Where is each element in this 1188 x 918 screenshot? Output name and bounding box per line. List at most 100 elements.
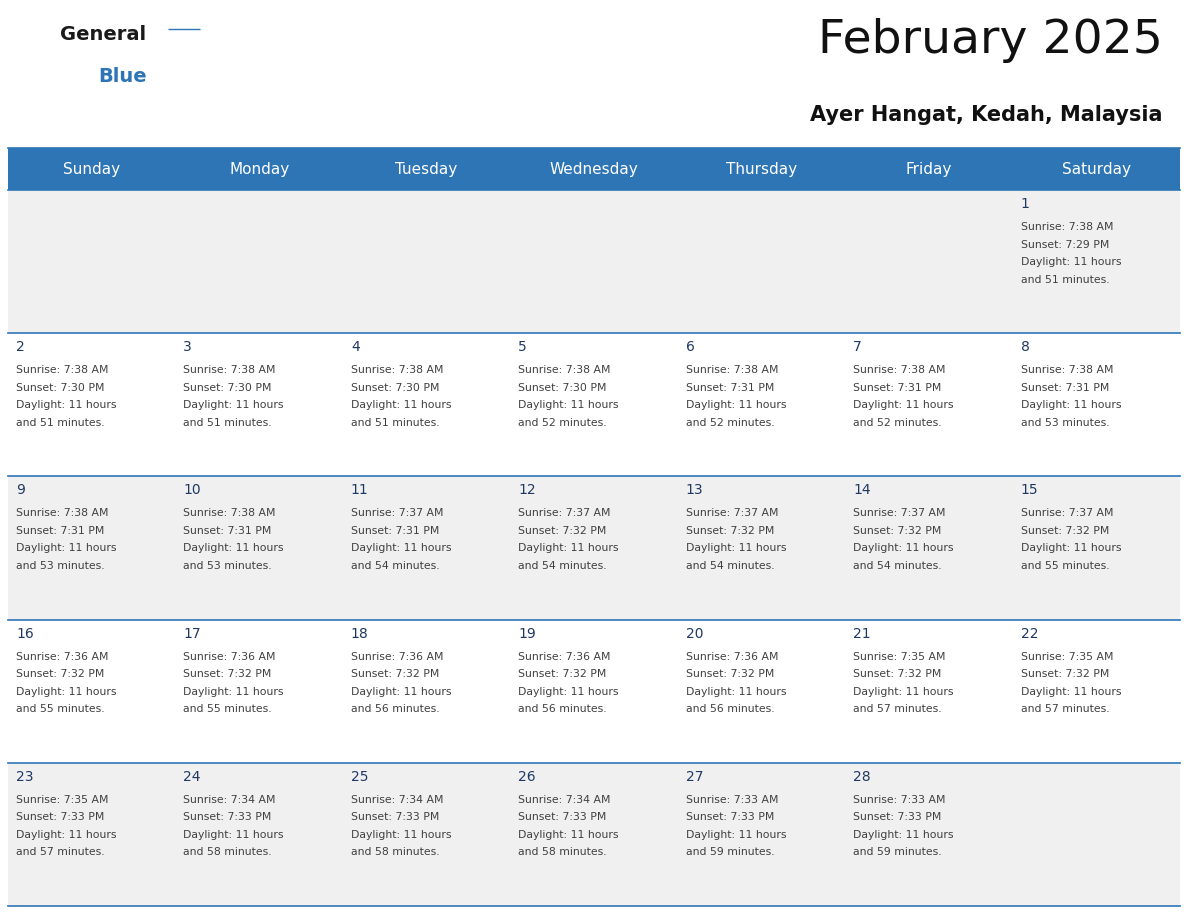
- Bar: [8, 190, 1180, 333]
- Text: Sunset: 7:33 PM: Sunset: 7:33 PM: [853, 812, 942, 823]
- Text: and 54 minutes.: and 54 minutes.: [685, 561, 775, 571]
- Text: Sunset: 7:33 PM: Sunset: 7:33 PM: [685, 812, 775, 823]
- Text: Sunset: 7:31 PM: Sunset: 7:31 PM: [350, 526, 440, 536]
- Text: Daylight: 11 hours: Daylight: 11 hours: [685, 543, 786, 554]
- Text: and 52 minutes.: and 52 minutes.: [853, 418, 942, 428]
- Text: and 54 minutes.: and 54 minutes.: [853, 561, 942, 571]
- Text: 13: 13: [685, 484, 703, 498]
- Text: Sunset: 7:32 PM: Sunset: 7:32 PM: [183, 669, 272, 679]
- Text: and 57 minutes.: and 57 minutes.: [853, 704, 942, 714]
- Text: Daylight: 11 hours: Daylight: 11 hours: [183, 687, 284, 697]
- Text: Sunset: 7:33 PM: Sunset: 7:33 PM: [183, 812, 272, 823]
- Text: Daylight: 11 hours: Daylight: 11 hours: [350, 543, 451, 554]
- Text: and 59 minutes.: and 59 minutes.: [685, 847, 775, 857]
- Text: and 53 minutes.: and 53 minutes.: [15, 561, 105, 571]
- Text: Daylight: 11 hours: Daylight: 11 hours: [685, 400, 786, 410]
- Text: 28: 28: [853, 770, 871, 784]
- Text: Daylight: 11 hours: Daylight: 11 hours: [183, 543, 284, 554]
- Text: Daylight: 11 hours: Daylight: 11 hours: [1020, 687, 1121, 697]
- Text: Sunset: 7:31 PM: Sunset: 7:31 PM: [685, 383, 775, 393]
- Text: Sunrise: 7:38 AM: Sunrise: 7:38 AM: [15, 509, 108, 519]
- Text: Daylight: 11 hours: Daylight: 11 hours: [350, 687, 451, 697]
- Text: 8: 8: [1020, 341, 1030, 354]
- Text: Sunrise: 7:38 AM: Sunrise: 7:38 AM: [685, 365, 778, 375]
- Text: Daylight: 11 hours: Daylight: 11 hours: [685, 830, 786, 840]
- Text: and 58 minutes.: and 58 minutes.: [518, 847, 607, 857]
- Text: Sunset: 7:31 PM: Sunset: 7:31 PM: [1020, 383, 1108, 393]
- Text: Sunrise: 7:34 AM: Sunrise: 7:34 AM: [518, 795, 611, 805]
- Text: Sunset: 7:31 PM: Sunset: 7:31 PM: [183, 526, 272, 536]
- Text: Daylight: 11 hours: Daylight: 11 hours: [350, 400, 451, 410]
- Bar: [8, 620, 1180, 763]
- Text: 6: 6: [685, 341, 695, 354]
- Text: and 56 minutes.: and 56 minutes.: [685, 704, 775, 714]
- Text: Friday: Friday: [905, 162, 952, 176]
- Text: Sunrise: 7:36 AM: Sunrise: 7:36 AM: [183, 652, 276, 662]
- Text: Sunset: 7:30 PM: Sunset: 7:30 PM: [15, 383, 105, 393]
- Text: Sunset: 7:32 PM: Sunset: 7:32 PM: [518, 669, 607, 679]
- Bar: [8, 763, 1180, 906]
- Text: and 57 minutes.: and 57 minutes.: [15, 847, 105, 857]
- Text: Sunrise: 7:36 AM: Sunrise: 7:36 AM: [685, 652, 778, 662]
- Text: and 58 minutes.: and 58 minutes.: [350, 847, 440, 857]
- Text: Sunrise: 7:38 AM: Sunrise: 7:38 AM: [853, 365, 946, 375]
- Text: and 55 minutes.: and 55 minutes.: [15, 704, 105, 714]
- Text: 10: 10: [183, 484, 201, 498]
- Text: 19: 19: [518, 627, 536, 641]
- Text: 4: 4: [350, 341, 360, 354]
- Text: Daylight: 11 hours: Daylight: 11 hours: [15, 400, 116, 410]
- Text: and 59 minutes.: and 59 minutes.: [853, 847, 942, 857]
- Text: Daylight: 11 hours: Daylight: 11 hours: [1020, 400, 1121, 410]
- Text: Sunrise: 7:38 AM: Sunrise: 7:38 AM: [518, 365, 611, 375]
- Text: Daylight: 11 hours: Daylight: 11 hours: [1020, 257, 1121, 267]
- Text: Sunrise: 7:37 AM: Sunrise: 7:37 AM: [853, 509, 946, 519]
- Text: 24: 24: [183, 770, 201, 784]
- Text: Sunrise: 7:33 AM: Sunrise: 7:33 AM: [685, 795, 778, 805]
- Text: Sunset: 7:31 PM: Sunset: 7:31 PM: [15, 526, 105, 536]
- Text: 15: 15: [1020, 484, 1038, 498]
- Text: 11: 11: [350, 484, 368, 498]
- Bar: [8, 333, 1180, 476]
- Text: Sunset: 7:33 PM: Sunset: 7:33 PM: [350, 812, 440, 823]
- Text: Sunrise: 7:35 AM: Sunrise: 7:35 AM: [853, 652, 946, 662]
- Text: Daylight: 11 hours: Daylight: 11 hours: [15, 543, 116, 554]
- Text: Blue: Blue: [97, 67, 146, 86]
- Text: Daylight: 11 hours: Daylight: 11 hours: [518, 543, 619, 554]
- Text: and 53 minutes.: and 53 minutes.: [1020, 418, 1110, 428]
- Text: Sunset: 7:30 PM: Sunset: 7:30 PM: [183, 383, 272, 393]
- Text: Sunrise: 7:36 AM: Sunrise: 7:36 AM: [15, 652, 108, 662]
- Text: Ayer Hangat, Kedah, Malaysia: Ayer Hangat, Kedah, Malaysia: [810, 105, 1163, 125]
- Text: February 2025: February 2025: [819, 18, 1163, 63]
- Text: Sunrise: 7:36 AM: Sunrise: 7:36 AM: [518, 652, 611, 662]
- Text: and 58 minutes.: and 58 minutes.: [183, 847, 272, 857]
- Text: Daylight: 11 hours: Daylight: 11 hours: [853, 830, 954, 840]
- Text: and 53 minutes.: and 53 minutes.: [183, 561, 272, 571]
- Text: and 55 minutes.: and 55 minutes.: [1020, 561, 1110, 571]
- Text: Daylight: 11 hours: Daylight: 11 hours: [853, 687, 954, 697]
- Text: Daylight: 11 hours: Daylight: 11 hours: [853, 400, 954, 410]
- Text: Sunset: 7:32 PM: Sunset: 7:32 PM: [518, 526, 607, 536]
- Text: Tuesday: Tuesday: [396, 162, 457, 176]
- Text: and 52 minutes.: and 52 minutes.: [518, 418, 607, 428]
- Text: Daylight: 11 hours: Daylight: 11 hours: [183, 830, 284, 840]
- Text: Wednesday: Wednesday: [550, 162, 638, 176]
- Text: Sunrise: 7:37 AM: Sunrise: 7:37 AM: [1020, 509, 1113, 519]
- Text: 3: 3: [183, 341, 192, 354]
- Text: and 54 minutes.: and 54 minutes.: [350, 561, 440, 571]
- Text: 23: 23: [15, 770, 33, 784]
- Text: 18: 18: [350, 627, 368, 641]
- Text: and 51 minutes.: and 51 minutes.: [183, 418, 272, 428]
- Text: 20: 20: [685, 627, 703, 641]
- Text: Sunset: 7:32 PM: Sunset: 7:32 PM: [853, 669, 942, 679]
- Text: Sunrise: 7:38 AM: Sunrise: 7:38 AM: [1020, 222, 1113, 232]
- Text: General: General: [61, 25, 146, 44]
- Text: 9: 9: [15, 484, 25, 498]
- Text: and 51 minutes.: and 51 minutes.: [15, 418, 105, 428]
- Text: 7: 7: [853, 341, 861, 354]
- Text: 1: 1: [1020, 197, 1030, 211]
- Text: 21: 21: [853, 627, 871, 641]
- Text: Sunrise: 7:35 AM: Sunrise: 7:35 AM: [15, 795, 108, 805]
- Text: 5: 5: [518, 341, 527, 354]
- Text: Daylight: 11 hours: Daylight: 11 hours: [853, 543, 954, 554]
- Text: Sunrise: 7:37 AM: Sunrise: 7:37 AM: [685, 509, 778, 519]
